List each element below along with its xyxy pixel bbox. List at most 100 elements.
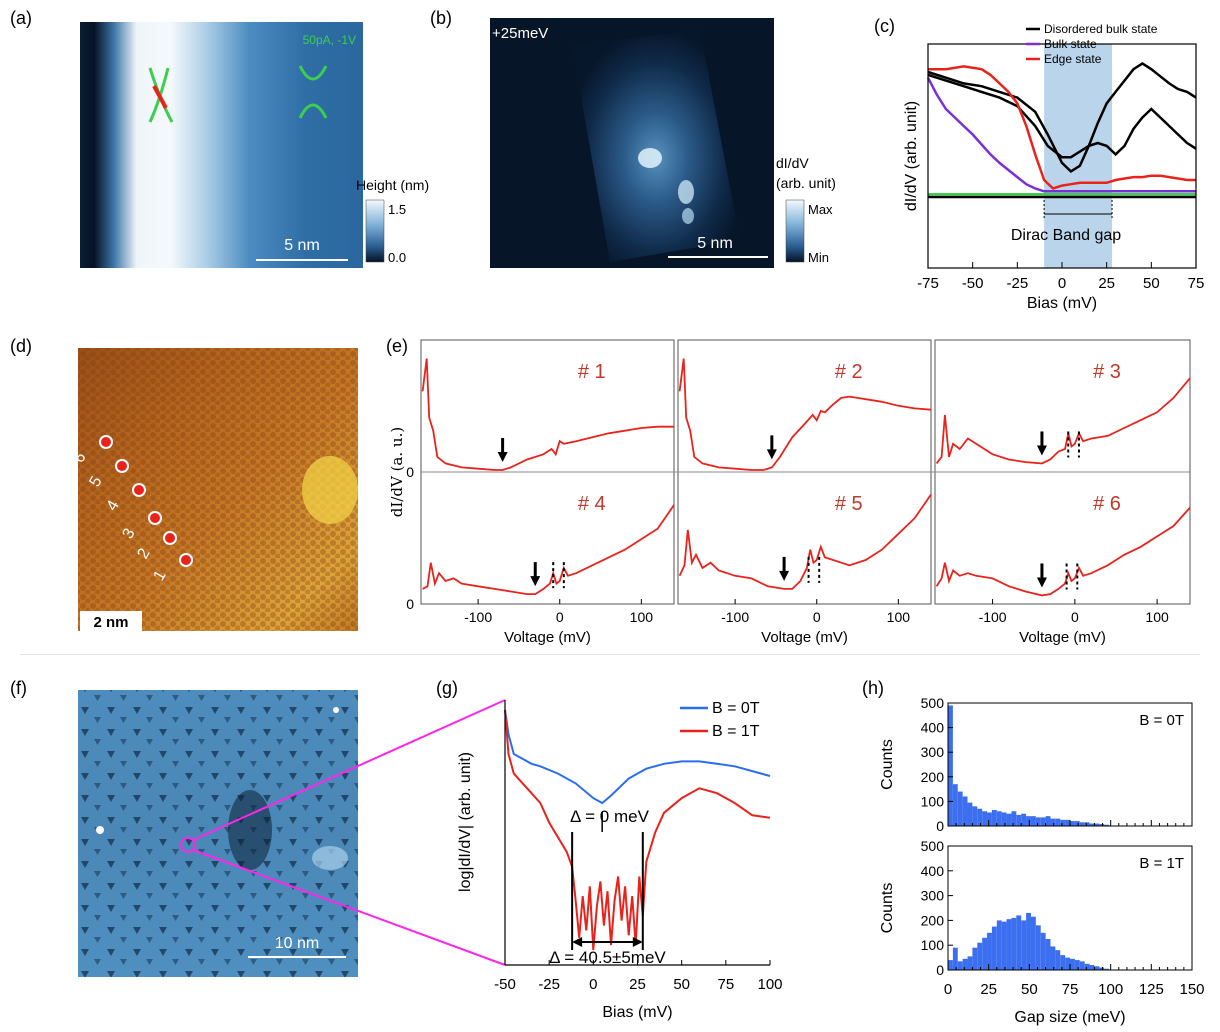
legend-label-g: B = 1T — [712, 723, 760, 740]
x-tick-label-c: 50 — [1143, 275, 1160, 292]
hist-bar — [1035, 817, 1041, 826]
subplot-frame-e — [420, 471, 675, 605]
hist-bar — [996, 811, 1002, 826]
panel-g-label: (g) — [436, 678, 458, 698]
x-tick-label-g: 100 — [757, 976, 782, 993]
point-marker-6 — [99, 435, 113, 449]
subplot-frame-e — [934, 471, 1191, 605]
hist-bar — [982, 937, 988, 970]
bright-spot-2 — [678, 180, 694, 204]
hist-bar — [948, 705, 953, 826]
hist-bar — [1040, 817, 1046, 826]
y-tick-label-h: 400 — [921, 863, 945, 879]
y-tick-label-h: 200 — [921, 769, 945, 785]
x-tick-label-g: 75 — [717, 976, 734, 993]
topography-image-f-texture — [78, 690, 358, 977]
hist-bar — [1055, 950, 1061, 970]
colorbar-b-max: Max — [808, 202, 833, 217]
colorbar-a-title: Height (nm) — [356, 177, 429, 193]
hist-bar — [1021, 813, 1027, 826]
panel-h-label: (h) — [862, 678, 884, 698]
hist-bar — [1045, 816, 1051, 826]
gap-arrow-head-e — [1036, 577, 1047, 588]
hist-bar — [1089, 965, 1095, 970]
scalebar-a-label: 5 nm — [284, 237, 320, 254]
hist-bar — [1094, 823, 1100, 826]
hist-bar — [1030, 916, 1036, 970]
hist-bar — [1104, 824, 1110, 826]
x-axis-label-c: Bias (mV) — [1027, 295, 1097, 312]
subplot-frame-e — [934, 339, 1191, 473]
y-axis-label-c: dI/dV (arb. unit) — [903, 101, 920, 211]
bright-spot-3 — [682, 208, 694, 224]
x-tick-label-e: -100 — [464, 609, 492, 625]
panel-e-label: (e) — [386, 336, 408, 356]
dIdV-map-b-sample-region — [572, 30, 740, 262]
gap-arrow-right — [632, 937, 643, 947]
hist-bar — [996, 920, 1002, 970]
spectrum-e-6 — [935, 506, 1191, 597]
gap-arrow-head-e — [497, 452, 508, 462]
panel-d-label: (d) — [10, 336, 32, 356]
hist-bar — [1065, 957, 1070, 970]
x-axis-label-e: Voltage (mV) — [761, 629, 848, 646]
hist-bar — [1074, 960, 1080, 970]
hist-bar — [1070, 958, 1075, 970]
series-g-1 — [504, 709, 771, 951]
spectrum-e-5 — [678, 493, 932, 590]
x-tick-label-c: -50 — [962, 275, 984, 292]
point-marker-3 — [148, 511, 162, 525]
series-c-1 — [927, 73, 1197, 159]
hist-bar — [948, 960, 953, 970]
hist-bar — [977, 808, 983, 826]
colorbar-b — [785, 199, 805, 263]
y-tick-label-h: 500 — [921, 695, 945, 711]
hist-bar — [957, 791, 963, 826]
hist-bar — [1089, 823, 1095, 826]
x-axis-label-h: Gap size (meV) — [1014, 1009, 1125, 1026]
hist-bar — [987, 812, 992, 826]
series-g-0 — [504, 709, 771, 805]
hist-bar — [1074, 821, 1080, 826]
hist-bar — [1011, 811, 1017, 826]
gap-arrow-head-e — [1036, 445, 1047, 456]
subplot-label-e: # 1 — [578, 361, 606, 383]
x-axis-label-e: Voltage (mV) — [1019, 629, 1106, 646]
point-marker-5 — [115, 459, 129, 473]
scalebar-d-label: 2 nm — [93, 614, 128, 631]
panel-a-label: (a) — [10, 8, 32, 28]
subplot-label-e: # 5 — [835, 493, 863, 515]
hist-bar — [962, 796, 968, 826]
legend-label-c: Bulk state — [1044, 37, 1097, 51]
point-marker-1 — [179, 553, 193, 567]
spectrum-e-3 — [935, 377, 1191, 465]
x-axis-label-g: Bias (mV) — [602, 1004, 672, 1021]
hist-bar — [967, 956, 973, 970]
x-axis-label-e: Voltage (mV) — [504, 629, 591, 646]
hist-bar — [952, 784, 958, 826]
hist-bar — [1094, 966, 1100, 970]
hist-title: B = 1T — [1139, 855, 1184, 872]
hist-bar — [1050, 818, 1056, 826]
x-tick-label-h: 125 — [1139, 981, 1164, 998]
hist-bar — [1060, 819, 1066, 826]
gap-arrow-head-e — [779, 570, 790, 581]
x-tick-label-g: 25 — [629, 976, 646, 993]
gap-arrow-left — [572, 937, 583, 947]
bright-adsorbate-2 — [333, 707, 339, 713]
y-tick-label-h: 400 — [921, 720, 945, 736]
panel-b-label: (b) — [430, 8, 452, 28]
hist-bar — [967, 802, 973, 826]
x-tick-label-e: 0 — [813, 609, 821, 625]
hist-bar — [1099, 967, 1105, 970]
delta-top-label: Δ = 0 meV — [570, 807, 650, 826]
subplot-label-e: # 6 — [1093, 493, 1121, 515]
hist-bar — [1079, 822, 1085, 826]
scalebar-d-box — [80, 611, 142, 631]
dark-defect-region — [228, 790, 272, 870]
hist-bar — [1104, 968, 1110, 970]
x-tick-label-h: 25 — [980, 981, 997, 998]
gap-arrow-head-e — [766, 449, 777, 460]
hist-bar — [1001, 921, 1007, 970]
